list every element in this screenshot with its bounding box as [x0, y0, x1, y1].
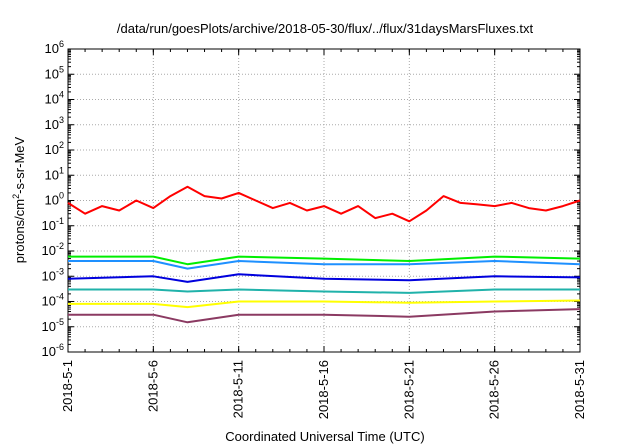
- y-tick-label: 10-1: [42, 216, 64, 233]
- series-line-5: [68, 288, 580, 294]
- y-tick-label: 10-5: [42, 317, 64, 334]
- y-tick-label: 10-2: [42, 241, 64, 258]
- y-axis-label-main: protons/cm: [12, 199, 27, 263]
- y-tick-label: 105: [45, 64, 64, 81]
- series-line-6: [68, 299, 581, 309]
- y-tick-label: 106: [45, 39, 64, 56]
- y-tick-label: 10-3: [42, 266, 64, 283]
- x-tick-label: 2018-5-16: [316, 360, 331, 419]
- y-axis-label: protons/cm2-s-sr-MeV: [11, 136, 27, 263]
- chart-title: /data/run/goesPlots/archive/2018-05-30/f…: [117, 21, 534, 36]
- y-tick-labels: 10-6 10-5 10-4 10-3 10-2 10-1 100 101 102 103 104 1…: [42, 39, 64, 359]
- y-tick-label: 104: [45, 90, 64, 107]
- x-tick-label: 2018-5-26: [487, 360, 502, 419]
- x-tick-label: 2018-5-21: [401, 360, 416, 419]
- series-line-4: [67, 273, 581, 283]
- series-line-1: [67, 185, 581, 223]
- x-tick-label: 2018-5-1: [60, 360, 75, 412]
- series-line-2: [68, 255, 581, 266]
- y-tick-label: 101: [45, 165, 64, 182]
- x-axis-label: Coordinated Universal Time (UTC): [225, 429, 424, 444]
- series-line-7: [68, 308, 581, 324]
- y-tick-label: 10-4: [42, 292, 64, 309]
- series-group: [67, 185, 581, 324]
- x-tick-label: 2018-5-31: [572, 360, 587, 419]
- y-tick-label: 10-6: [42, 342, 64, 359]
- y-tick-label: 100: [45, 191, 64, 208]
- y-tick-label: 102: [45, 140, 64, 157]
- y-tick-label: 103: [45, 115, 64, 132]
- y-axis-label-rest: -s-sr-MeV: [12, 136, 27, 193]
- grid: [68, 49, 580, 352]
- series-line-3: [68, 260, 581, 270]
- y-axis-label-sup: 2: [11, 194, 21, 199]
- axis-ticks: [67, 48, 581, 353]
- x-tick-label: 2018-5-11: [231, 360, 246, 418]
- x-tick-labels: 2018-5-1 2018-5-6 2018-5-11 2018-5-16 2018-5…: [60, 360, 587, 419]
- x-tick-label: 2018-5-6: [145, 360, 160, 412]
